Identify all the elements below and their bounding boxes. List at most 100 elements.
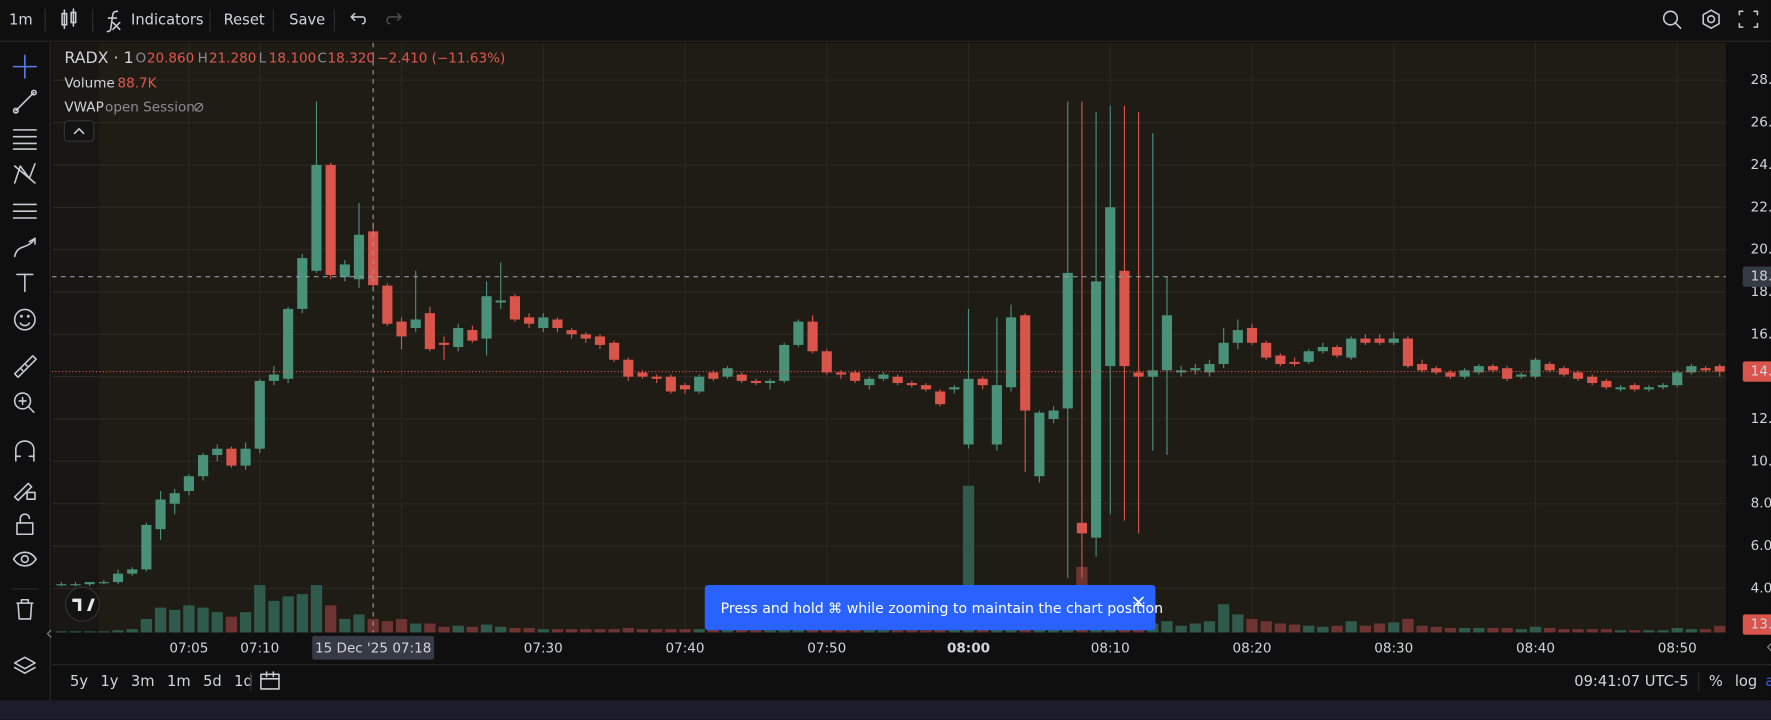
lock-tool[interactable] — [16, 513, 34, 536]
volume-bar — [1430, 626, 1442, 633]
logo[interactable] — [64, 586, 100, 622]
volume-bar — [1699, 629, 1712, 633]
y-tick-label: 28. — [1751, 72, 1771, 88]
undo-button[interactable] — [350, 12, 366, 25]
volume-bar — [1161, 621, 1173, 633]
fullscreen-button[interactable] — [1738, 10, 1759, 28]
reset-button[interactable]: Reset — [224, 11, 265, 28]
volume-bar — [1558, 629, 1570, 633]
search-button[interactable] — [1662, 10, 1682, 30]
symbol-title[interactable]: RADX · 1 — [64, 48, 133, 67]
interval-button[interactable]: 1m — [9, 11, 33, 28]
volume-bar — [154, 607, 167, 633]
candle-body — [1686, 366, 1697, 373]
pattern-tool[interactable] — [13, 162, 36, 184]
volume-label[interactable]: Volume — [64, 76, 114, 92]
volume-bar — [636, 629, 649, 633]
volume-bar — [835, 629, 847, 633]
visibility-tool[interactable] — [12, 551, 37, 567]
volume-bar — [1218, 604, 1230, 633]
redo-button[interactable] — [386, 12, 402, 25]
volume-bar — [1317, 626, 1329, 633]
prediction-tool[interactable] — [12, 203, 37, 219]
object-tree-button[interactable] — [13, 656, 36, 674]
candle-body — [1232, 330, 1243, 343]
auto-toggle[interactable]: a — [1765, 673, 1771, 690]
range-button[interactable]: 1y — [100, 673, 118, 690]
zoom-tool[interactable] — [13, 392, 35, 414]
fib-tool[interactable] — [12, 129, 37, 150]
y-tick-label: 26. — [1751, 115, 1771, 131]
range-button[interactable]: 1m — [167, 673, 191, 690]
candle-body — [353, 234, 365, 280]
volume-bar — [126, 629, 138, 633]
crosshair-tool[interactable] — [12, 54, 37, 79]
x-tick-label: 07:05 — [169, 640, 208, 656]
volume-bar — [565, 629, 578, 633]
volume-bar — [1529, 626, 1542, 633]
volume-bar — [1345, 621, 1357, 633]
candle-body — [56, 584, 67, 586]
y-tick-label: 22. — [1751, 199, 1771, 215]
volume-bar — [1586, 629, 1598, 633]
text-tool[interactable] — [16, 273, 34, 293]
candle-body — [1317, 347, 1328, 352]
volume-bar — [707, 629, 720, 633]
vwap-label[interactable]: VWAP — [64, 99, 103, 115]
candle-body — [1346, 338, 1357, 358]
icon-tool[interactable] — [13, 308, 36, 331]
candle-body — [1402, 338, 1414, 367]
candle-body — [169, 493, 180, 504]
percent-toggle[interactable]: % — [1709, 673, 1723, 690]
delete-tool[interactable] — [16, 598, 34, 620]
scroll-right[interactable] — [1767, 643, 1771, 652]
candle-body — [424, 313, 435, 350]
brush-tool[interactable] — [13, 237, 36, 258]
candle-body — [1643, 387, 1654, 390]
clock[interactable]: 09:41:07 UTC-5 — [1574, 673, 1688, 690]
chart-type-button[interactable] — [61, 8, 77, 30]
volume-bar — [254, 585, 266, 633]
trend-line-tool[interactable] — [12, 89, 37, 114]
collapse-legend-button[interactable] — [63, 120, 95, 142]
save-button[interactable]: Save — [289, 11, 325, 28]
y-tick-label: 20. — [1751, 242, 1771, 258]
settings-button[interactable] — [1702, 9, 1720, 30]
candle-body — [722, 368, 733, 377]
legend-open: 20.860 — [147, 51, 194, 67]
volume-bar — [495, 626, 507, 633]
legend-close: 18.320 — [328, 51, 375, 67]
candle-body — [212, 448, 223, 456]
range-button[interactable]: 5y — [70, 673, 88, 690]
range-button[interactable]: 1d — [234, 673, 253, 690]
candle-body — [1672, 372, 1683, 386]
date-range-button[interactable] — [260, 671, 280, 690]
magnet-tool[interactable] — [15, 440, 35, 462]
volume-bar — [509, 627, 521, 633]
candle-body — [1048, 410, 1059, 420]
candle-body — [396, 321, 407, 337]
volume-bar — [69, 631, 82, 633]
candle-body — [864, 378, 875, 386]
volume-bar — [55, 631, 67, 633]
toast-close[interactable] — [1133, 596, 1144, 608]
volume-bar — [679, 629, 691, 633]
volume-bar — [1373, 623, 1386, 633]
last-price-badge — [1742, 361, 1771, 382]
candle-body — [708, 372, 719, 379]
range-button[interactable]: 5d — [203, 673, 222, 690]
volume-bar — [537, 629, 549, 633]
volume-bar — [140, 618, 153, 633]
volume-bar — [551, 629, 564, 633]
ruler-tool[interactable] — [13, 354, 37, 379]
range-button[interactable]: 3m — [131, 673, 155, 690]
indicators-button[interactable]: Indicators — [131, 11, 203, 28]
candle-body — [807, 321, 818, 352]
log-toggle[interactable]: log — [1735, 673, 1757, 690]
lock-drawing-tool[interactable] — [13, 482, 36, 502]
vwap-hidden-icon[interactable] — [194, 102, 204, 112]
scroll-left[interactable] — [46, 629, 52, 638]
volume-value: 88.7K — [117, 76, 157, 92]
